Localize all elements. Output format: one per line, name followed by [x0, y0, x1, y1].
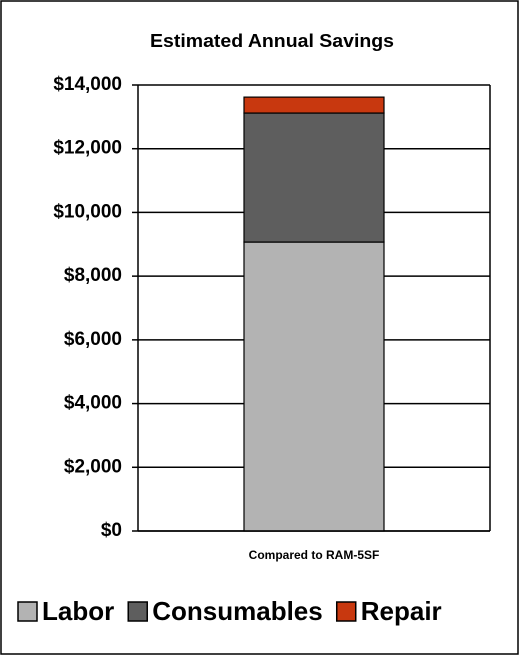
legend-label: Repair [361, 596, 442, 626]
x-tick-label: Compared to RAM-5SF [249, 548, 380, 562]
legend-label: Consumables [152, 596, 323, 626]
y-tick-label: $6,000 [64, 329, 122, 350]
y-tick-label: $10,000 [53, 201, 122, 222]
bar-segment [243, 241, 385, 532]
y-tick-label: $8,000 [64, 265, 122, 286]
chart-title: Estimated Annual Savings [150, 31, 394, 51]
legend-label: Labor [42, 596, 114, 626]
y-tick-label: $12,000 [53, 138, 122, 159]
bar-segment [243, 96, 385, 114]
y-tick-label: $14,000 [53, 74, 122, 95]
y-tick-label: $2,000 [64, 456, 122, 477]
legend-swatch [127, 601, 148, 622]
y-tick-label: $0 [101, 520, 122, 541]
y-tick-label: $4,000 [64, 393, 122, 414]
bar-segment [243, 112, 385, 243]
legend-swatch [17, 601, 38, 622]
legend-swatch [335, 601, 357, 622]
